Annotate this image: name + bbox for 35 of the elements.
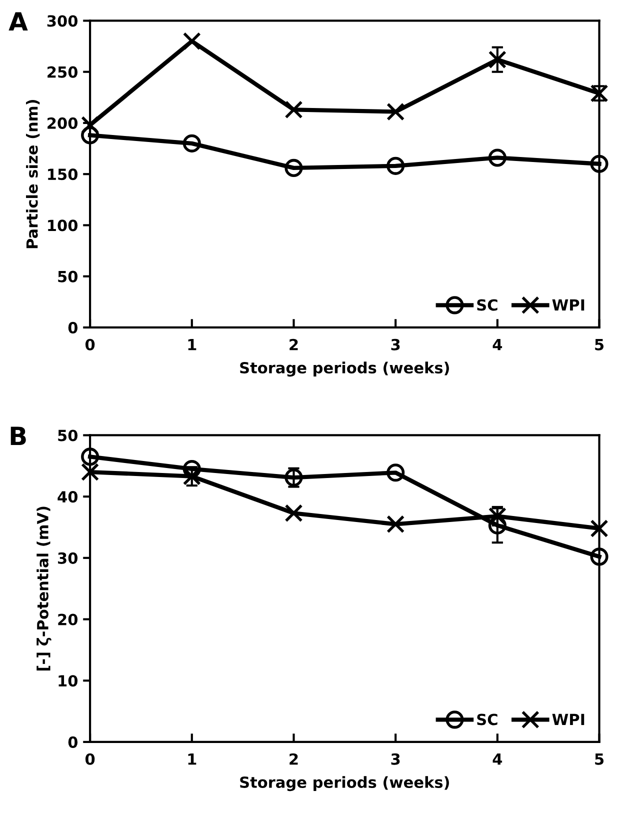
x-tick-label: 0 [85,753,95,765]
x-tick-label: 4 [492,754,502,765]
x-tick-label: 1 [188,339,196,350]
legend-label: SC [477,714,498,726]
x-axis-title: Storage periods (weeks) [240,776,449,792]
y-axis-title: [-] ζ-Potential (mV) [36,506,52,670]
y-tick-label: 50 [58,430,78,442]
y-tick-label: 200 [48,117,78,129]
y-tick-label: 20 [58,614,78,626]
legend-label: WPI [552,714,584,726]
y-tick-label: 150 [48,168,78,180]
x-tick-label: 2 [290,753,298,765]
text: B [10,426,26,446]
x-tick-label: 5 [595,339,604,350]
x-tick-label: 1 [188,754,196,765]
text: A [8,12,28,31]
x-tick-label: 2 [290,338,298,350]
x-tick-label: 3 [391,338,400,350]
y-axis-title: Particle size (nm) [26,100,40,248]
y-tick-label: 300 [47,15,78,27]
y-tick-label: 50 [58,270,78,282]
y-tick-label: 0 [68,322,78,334]
x-tick-label: 3 [391,753,400,765]
x-tick-label: 4 [492,339,502,350]
x-tick-label: 5 [595,754,604,765]
y-tick-label: 40 [58,491,78,503]
legend-label: WPI [552,299,584,311]
y-tick-label: 100 [48,220,78,232]
y-tick-label: 10 [58,675,78,687]
y-tick-label: 250 [48,66,78,78]
y-tick-label: 0 [68,736,78,748]
y-tick-label: 30 [58,552,78,564]
x-tick-label: 0 [85,338,95,350]
legend-label: SC [477,299,498,311]
x-axis-title: Storage periods (weeks) [240,362,449,377]
